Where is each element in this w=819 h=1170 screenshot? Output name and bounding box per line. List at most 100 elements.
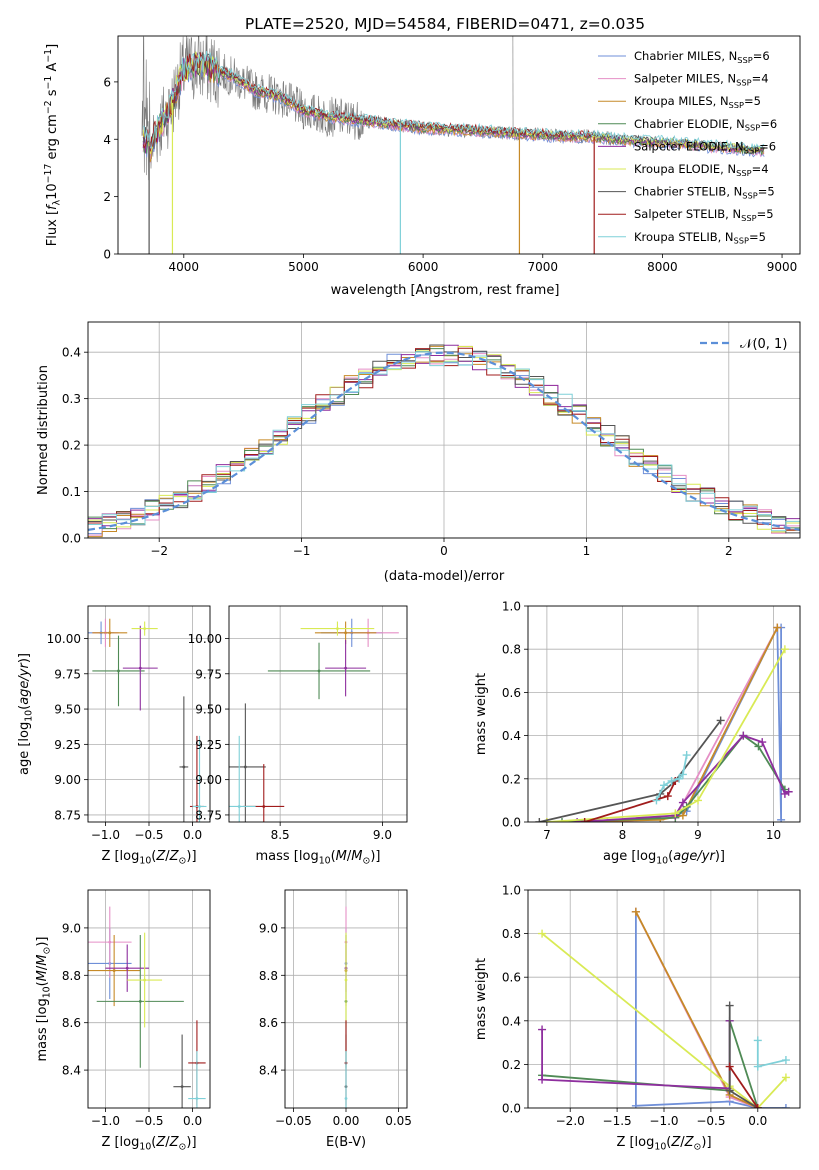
x-tick-label: 0.05	[385, 1114, 412, 1128]
model-spectrum-2	[142, 57, 765, 163]
y-tick-label: 9.75	[54, 667, 81, 681]
x-tick-label: 10	[766, 828, 781, 842]
x-axis-label: Z [log10(Z/Z⊙)]	[616, 1135, 711, 1152]
label-fragment: 10	[45, 183, 60, 200]
label-fragment: 10	[139, 1141, 151, 1152]
label-fragment: −17	[43, 164, 54, 184]
label-fragment: Flux [	[45, 210, 60, 246]
weight-marker	[678, 811, 687, 820]
label-fragment: 10	[23, 710, 34, 722]
label-fragment: )]	[715, 849, 725, 864]
legend-entry-7: Salpeter STELIB, NSSP=5	[634, 207, 774, 223]
legend-entry-5: Kroupa ELODIE, NSSP=4	[634, 162, 769, 178]
data-point	[262, 805, 266, 808]
y-tick-label: 0.6	[502, 971, 521, 985]
weight-marker	[758, 738, 767, 747]
data-point	[344, 631, 348, 635]
label-fragment: (	[151, 1135, 156, 1150]
x-tick-label: −0.5	[134, 1114, 163, 1128]
x-tick-label: −1.0	[649, 1114, 678, 1128]
legend-entry-normal: 𝒩(0, 1)	[740, 337, 787, 352]
label-fragment: ⊙	[179, 855, 187, 866]
legend-entry-8: Kroupa STELIB, NSSP=5	[634, 230, 766, 246]
weight-series-6	[539, 719, 722, 822]
label-fragment: Z	[155, 1135, 166, 1150]
label-fragment: )]	[701, 1135, 711, 1150]
weight-marker	[667, 776, 676, 785]
label-fragment: M	[35, 970, 50, 981]
y-tick-label: 1.0	[502, 884, 521, 898]
x-axis-label: wavelength [Angstrom, rest frame]	[331, 283, 560, 298]
data-point	[243, 765, 247, 769]
y-tick-label: 0.2	[502, 772, 521, 786]
label-fragment: =6	[759, 139, 776, 153]
x-tick-label: −1.0	[91, 828, 120, 842]
x-tick-label: 0.0	[183, 1114, 202, 1128]
label-fragment: (	[17, 705, 32, 710]
data-point	[195, 1097, 199, 1100]
x-tick-label: 7	[543, 828, 551, 842]
data-point	[112, 969, 116, 972]
y-tick-label: 0.2	[62, 439, 81, 453]
data-point	[336, 627, 339, 630]
x-tick-label: 2	[725, 544, 733, 558]
label-fragment: Kroupa MILES, N	[634, 94, 729, 108]
y-tick-label: 0.3	[62, 392, 81, 406]
label-fragment: Z	[155, 849, 166, 864]
axes-frame	[527, 605, 801, 823]
x-tick-label: 9.0	[373, 828, 392, 842]
y-axis-label: age [log10(age/yr)]	[17, 653, 34, 775]
weight-marker	[753, 1036, 762, 1045]
residual-histogram-6	[88, 344, 800, 534]
chart-spectrum: 4000 5000 6000 7000 8000 9000 0 2 4 6 wavelength […	[43, 35, 801, 298]
label-fragment: =5	[757, 207, 774, 221]
legend-entry-6: Chabrier STELIB, NSSP=5	[634, 185, 775, 201]
data-point	[180, 1085, 184, 1089]
y-axis-label: Normed distribution	[36, 365, 51, 495]
weight-marker	[781, 1073, 790, 1082]
label-fragment: λ	[51, 199, 62, 205]
weight-marker	[678, 770, 687, 779]
weight-marker	[784, 787, 793, 796]
label-fragment: /	[165, 1135, 170, 1150]
label-fragment: SSP	[742, 190, 757, 200]
label-fragment: Z [log	[101, 1135, 139, 1150]
weight-series-2	[635, 911, 759, 1108]
label-fragment: Kroupa ELODIE, N	[634, 162, 736, 176]
weight-marker	[754, 742, 763, 751]
label-fragment: 10	[319, 855, 331, 866]
weight-marker	[678, 798, 687, 807]
data-point	[117, 669, 120, 673]
weight-marker	[773, 623, 782, 632]
y-tick-label: 8.4	[62, 1064, 81, 1078]
y-tick-label: 0.4	[502, 729, 521, 743]
label-fragment: age/yr	[17, 661, 32, 704]
y-tick-label: 0.4	[502, 1014, 521, 1028]
label-fragment: Z [log	[616, 1135, 654, 1150]
label-fragment: Salpeter MILES, N	[634, 72, 736, 86]
y-tick-label: 6	[103, 75, 111, 89]
label-fragment: =5	[749, 230, 766, 244]
label-fragment: Z	[684, 1135, 695, 1150]
y-tick-label: 0.6	[502, 686, 521, 700]
weight-marker	[725, 1001, 734, 1010]
label-fragment: mass [log	[256, 849, 319, 864]
label-fragment: Salpeter STELIB, N	[634, 207, 741, 221]
y-tick-label: 9.0	[259, 921, 278, 935]
x-axis-label: Z [log10(Z/Z⊙)]	[101, 849, 196, 866]
plot-area	[88, 890, 210, 1108]
weight-series-5	[541, 932, 787, 1108]
y-tick-label: 8.75	[195, 808, 222, 822]
label-fragment: age [log	[17, 722, 32, 775]
label-fragment: E(B-V)	[326, 1135, 366, 1150]
weight-marker	[781, 1056, 790, 1065]
label-fragment: SSP	[734, 236, 749, 246]
y-tick-label: 9.00	[195, 773, 222, 787]
label-fragment: ⊙	[41, 947, 52, 955]
y-tick-label: 8.4	[259, 1064, 278, 1078]
x-tick-label: −0.5	[696, 1114, 725, 1128]
y-tick-label: 10.00	[47, 632, 81, 646]
y-tick-label: 9.25	[54, 738, 81, 752]
x-tick-label: 0.0	[748, 1114, 767, 1128]
